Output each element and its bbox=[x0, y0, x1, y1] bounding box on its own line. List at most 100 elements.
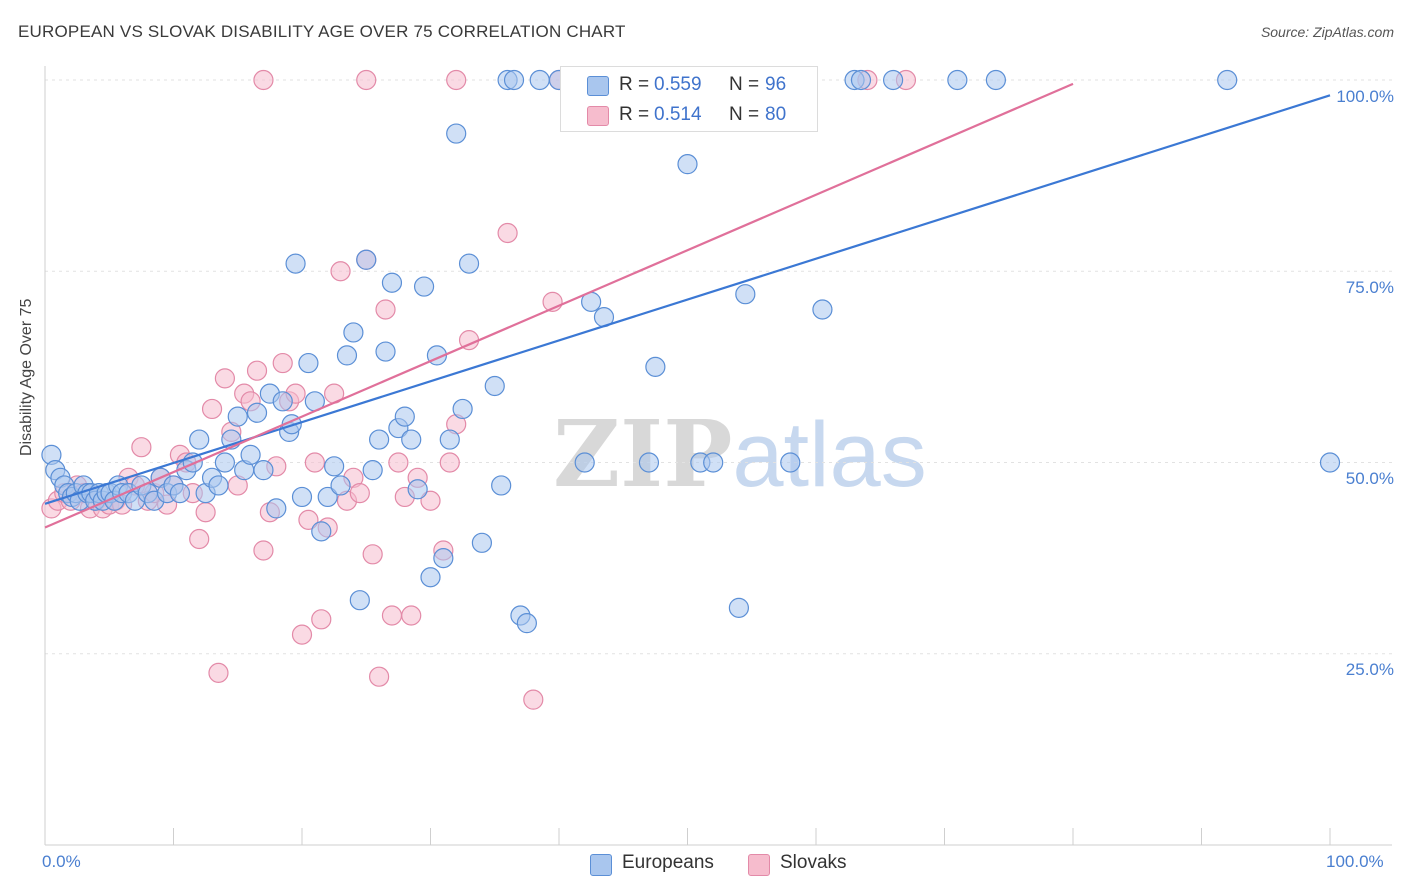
slovaks-swatch bbox=[587, 106, 609, 126]
european-point bbox=[458, 253, 480, 274]
european-point bbox=[407, 479, 428, 500]
x-tick-label-0: 0.0% bbox=[42, 852, 81, 871]
slovak-point bbox=[420, 490, 441, 511]
european-point bbox=[491, 475, 512, 496]
slovak-point bbox=[356, 69, 377, 91]
slovaks-legend-swatch bbox=[748, 854, 770, 876]
european-point bbox=[240, 444, 261, 465]
slovak-point bbox=[311, 609, 332, 630]
european-point bbox=[298, 352, 319, 374]
y-tick-label-75: 75.0% bbox=[1345, 278, 1394, 297]
y-tick-label-50: 50.0% bbox=[1345, 469, 1394, 488]
slovak-point bbox=[291, 624, 313, 645]
european-point bbox=[349, 590, 370, 611]
european-point bbox=[1217, 69, 1238, 91]
n-label: N = bbox=[729, 104, 760, 125]
r-value: 0.514 bbox=[654, 104, 702, 125]
n-value: 96 bbox=[765, 74, 787, 95]
european-point bbox=[291, 486, 313, 508]
european-point bbox=[324, 456, 345, 477]
slovak-point bbox=[381, 605, 403, 626]
slovak-point bbox=[349, 483, 370, 504]
legend-label: Slovaks bbox=[780, 852, 847, 873]
slovak-point bbox=[253, 540, 274, 561]
slovaks-trend-line bbox=[44, 82, 1074, 529]
european-point bbox=[1319, 452, 1341, 473]
slovak-point bbox=[523, 689, 544, 710]
european-point bbox=[214, 452, 235, 473]
slovak-point bbox=[330, 261, 351, 282]
european-point bbox=[227, 406, 248, 427]
european-point bbox=[638, 452, 660, 473]
legend-label: Europeans bbox=[622, 852, 714, 873]
r-value: 0.559 bbox=[654, 74, 702, 95]
european-point bbox=[285, 253, 306, 274]
european-point bbox=[452, 398, 473, 420]
european-point bbox=[381, 272, 403, 293]
european-point bbox=[375, 341, 396, 362]
slovak-point bbox=[446, 69, 467, 91]
slovak-points bbox=[41, 69, 917, 710]
r-label: R = bbox=[619, 74, 650, 95]
european-point bbox=[645, 356, 666, 377]
european-point bbox=[574, 452, 595, 473]
european-point bbox=[356, 249, 377, 270]
slovak-point bbox=[208, 662, 229, 683]
european-point bbox=[401, 429, 422, 450]
european-point bbox=[343, 322, 364, 343]
european-point bbox=[850, 69, 872, 91]
european-point bbox=[728, 597, 750, 618]
stats-row-europeans: R = 0.559 N = 96 bbox=[561, 71, 817, 101]
european-point bbox=[735, 284, 756, 305]
grid-lines bbox=[45, 79, 1392, 655]
slovak-point bbox=[362, 544, 383, 565]
european-point bbox=[780, 452, 801, 473]
european-point bbox=[169, 483, 191, 504]
european-point bbox=[330, 475, 351, 496]
slovak-point bbox=[388, 452, 409, 473]
european-point bbox=[529, 69, 550, 91]
european-point bbox=[272, 391, 293, 412]
european-point bbox=[703, 452, 724, 473]
n-label: N = bbox=[729, 74, 760, 95]
legend: Europeans Slovaks bbox=[0, 852, 1406, 878]
european-point bbox=[208, 475, 229, 496]
slovak-point bbox=[131, 437, 152, 458]
r-label: R = bbox=[619, 104, 650, 125]
european-point bbox=[413, 276, 435, 297]
european-point bbox=[420, 567, 441, 588]
y-tick-label-100: 100.0% bbox=[1336, 87, 1394, 106]
european-point bbox=[882, 69, 904, 91]
europeans-legend-swatch bbox=[590, 854, 612, 876]
slovak-point bbox=[195, 502, 216, 523]
trend-lines bbox=[44, 82, 1331, 529]
european-point bbox=[394, 406, 415, 427]
slovak-point bbox=[201, 398, 223, 420]
european-point bbox=[317, 486, 338, 508]
chart-title: EUROPEAN VS SLOVAK DISABILITY AGE OVER 7… bbox=[18, 22, 626, 41]
x-tick-label-100: 100.0% bbox=[1326, 852, 1384, 871]
y-tick-label-25: 25.0% bbox=[1345, 660, 1394, 679]
slovak-point bbox=[272, 352, 293, 374]
slovak-point bbox=[189, 528, 210, 550]
european-point bbox=[446, 123, 467, 144]
european-point bbox=[516, 613, 537, 634]
slovak-point bbox=[304, 452, 325, 473]
european-point bbox=[677, 154, 698, 175]
slovak-point bbox=[375, 299, 396, 320]
y-axis-label: Disability Age Over 75 bbox=[18, 298, 35, 456]
slovak-point bbox=[439, 452, 460, 473]
european-point bbox=[471, 532, 492, 553]
europeans-swatch bbox=[587, 76, 609, 96]
stats-box: R = 0.559 N = 96 R = 0.514 N = 80 bbox=[560, 66, 818, 132]
slovak-point bbox=[401, 605, 422, 626]
european-point bbox=[362, 460, 383, 481]
slovak-point bbox=[214, 368, 235, 389]
slovak-point bbox=[246, 360, 268, 381]
n-value: 80 bbox=[765, 104, 787, 125]
european-point bbox=[369, 429, 390, 450]
european-point bbox=[947, 69, 968, 91]
slovak-point bbox=[497, 222, 518, 244]
european-point bbox=[253, 460, 274, 481]
